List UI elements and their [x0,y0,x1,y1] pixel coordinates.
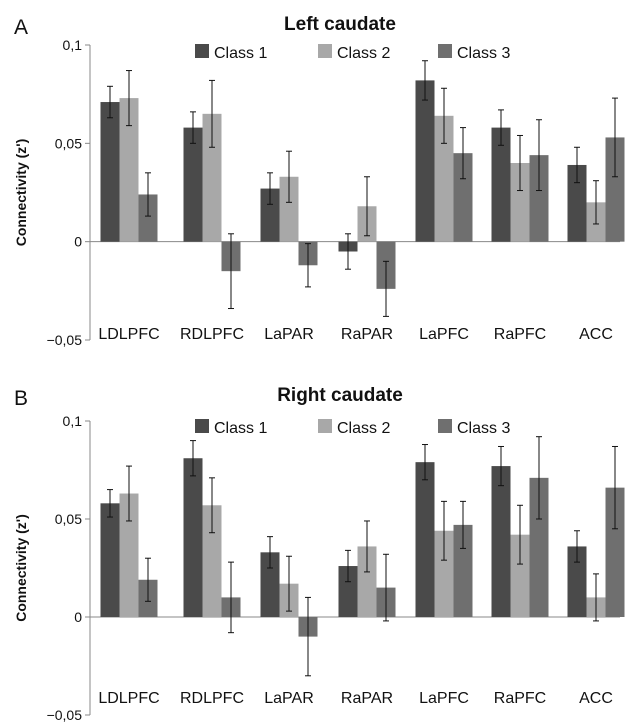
panel-a: A Left caudate 0,1 0,05 0 −0,05 Connectivity (… [13,14,625,348]
x-tick-label: LaPAR [264,326,314,343]
legend-swatch [438,419,452,433]
chart-title: Right caudate [277,385,403,406]
panel-letter: A [14,16,28,39]
bar [202,113,222,242]
x-tick-label: LaPFC [419,326,469,343]
legend-label: Class 2 [337,420,390,437]
bar [100,503,120,617]
bar [453,524,473,617]
legend-swatch [318,419,332,433]
legend-label: Class 2 [337,45,390,62]
bar [260,552,280,617]
x-tick-label: LaPFC [419,690,469,707]
x-tick-label: ACC [579,690,613,707]
bar [357,546,377,617]
bar [100,102,120,242]
bar [491,127,511,242]
x-tick-label: LDLPFC [98,690,159,707]
legend-swatch [438,44,452,58]
legend-swatch [318,44,332,58]
bar [567,546,587,617]
legend-label: Class 3 [457,45,510,62]
y-tick-label: 0,1 [63,413,83,429]
legend-swatch [195,419,209,433]
bar [491,466,511,617]
bar [529,477,549,617]
x-tick-label: LaPAR [264,690,314,707]
x-tick-label: LDLPFC [98,326,159,343]
bar [119,493,139,617]
bar [183,127,203,242]
bar [279,176,299,242]
bar [453,153,473,242]
bar [415,80,435,242]
legend-label: Class 1 [214,420,267,437]
legend-swatch [195,44,209,58]
y-tick-label: −0,05 [47,707,83,723]
bar [605,487,625,617]
bar [260,188,280,242]
bar [415,462,435,617]
bar [183,458,203,617]
legend-label: Class 1 [214,45,267,62]
chart-title: Left caudate [284,14,396,35]
x-tick-label: RaPFC [494,326,546,343]
y-axis-label: Connectivity (z') [13,139,29,247]
x-tick-label: RDLPFC [180,326,244,343]
bar [434,115,454,242]
x-tick-label: RDLPFC [180,690,244,707]
bar [338,566,358,617]
panel-b: B Right caudate 0,1 0,05 0 −0,05 Connectivity … [13,385,625,723]
legend-label: Class 3 [457,420,510,437]
x-tick-label: RaPAR [341,326,393,343]
x-tick-label: RaPFC [494,690,546,707]
y-axis-label: Connectivity (z') [13,514,29,622]
bar [605,137,625,242]
x-tick-label: ACC [579,326,613,343]
bar [119,98,139,242]
bar [434,530,454,617]
y-tick-label: 0 [74,609,82,625]
bar [202,505,222,617]
bar [567,164,587,242]
bar [529,155,549,242]
bar [510,534,530,617]
y-tick-label: 0,1 [63,37,83,53]
y-tick-label: 0,05 [55,511,82,527]
bar [510,163,530,242]
y-tick-label: 0 [74,234,82,250]
y-tick-label: 0,05 [55,135,82,151]
x-tick-label: RaPAR [341,690,393,707]
y-tick-label: −0,05 [47,332,83,348]
panel-letter: B [14,387,28,410]
bar [138,194,158,242]
